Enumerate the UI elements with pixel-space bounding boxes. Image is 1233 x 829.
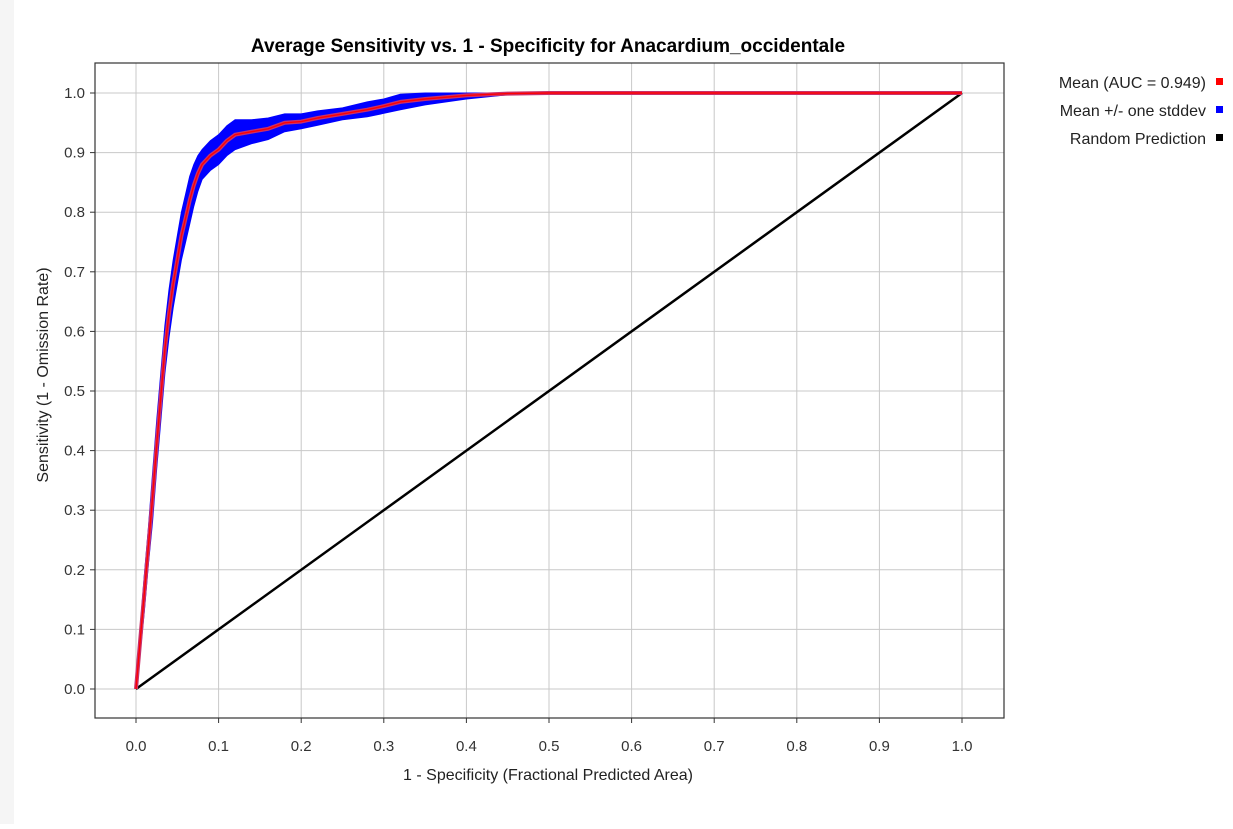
legend-swatch bbox=[1216, 106, 1223, 113]
legend-label: Random Prediction bbox=[1070, 131, 1206, 148]
y-tick-label: 0.9 bbox=[64, 145, 85, 162]
plot-area: 0.0 0.1 0.2 0.3 0.4 0.5 0.6 0.7 0.8 0.9 1.0 0.0 0.1 0… bbox=[64, 62, 1005, 755]
stddev-band bbox=[135, 92, 962, 690]
y-tick-label: 0.8 bbox=[64, 204, 85, 221]
mean-line bbox=[135, 92, 962, 690]
legend-swatch bbox=[1216, 134, 1223, 141]
chart-title: Average Sensitivity vs. 1 - Specificity … bbox=[251, 36, 845, 57]
x-tick-label: 1.0 bbox=[952, 738, 973, 755]
x-tick-label: 0.3 bbox=[373, 738, 394, 755]
x-tick-label: 0.9 bbox=[869, 738, 890, 755]
y-tick-label: 0.0 bbox=[64, 681, 85, 698]
y-tick-label: 0.6 bbox=[64, 323, 85, 340]
legend-label: Mean +/- one stddev bbox=[1060, 103, 1206, 120]
y-tick-label: 0.2 bbox=[64, 562, 85, 579]
x-tick-label: 0.8 bbox=[786, 738, 807, 755]
y-tick-label: 0.5 bbox=[64, 383, 85, 400]
legend-swatch bbox=[1216, 78, 1223, 85]
x-tick-label: 0.0 bbox=[126, 738, 147, 755]
y-tick-label: 0.3 bbox=[64, 502, 85, 519]
x-tick-label: 0.4 bbox=[456, 738, 477, 755]
legend: Mean (AUC = 0.949) Mean +/- one stddev Ran… bbox=[1059, 75, 1223, 148]
y-tick-label: 1.0 bbox=[64, 85, 85, 102]
random-prediction-line bbox=[135, 91, 963, 691]
x-axis-label: 1 - Specificity (Fractional Predicted Ar… bbox=[403, 767, 693, 784]
y-axis-label: Sensitivity (1 - Omission Rate) bbox=[35, 267, 52, 482]
x-tick-label: 0.2 bbox=[291, 738, 312, 755]
x-tick-label: 0.7 bbox=[704, 738, 725, 755]
y-tick-label: 0.1 bbox=[64, 621, 85, 638]
window-edge bbox=[0, 0, 14, 824]
y-tick-label: 0.4 bbox=[64, 443, 85, 460]
x-tick-label: 0.5 bbox=[539, 738, 560, 755]
y-tick-label: 0.7 bbox=[64, 264, 85, 281]
legend-label: Mean (AUC = 0.949) bbox=[1059, 75, 1206, 92]
x-tick-label: 0.6 bbox=[621, 738, 642, 755]
x-tick-label: 0.1 bbox=[208, 738, 229, 755]
